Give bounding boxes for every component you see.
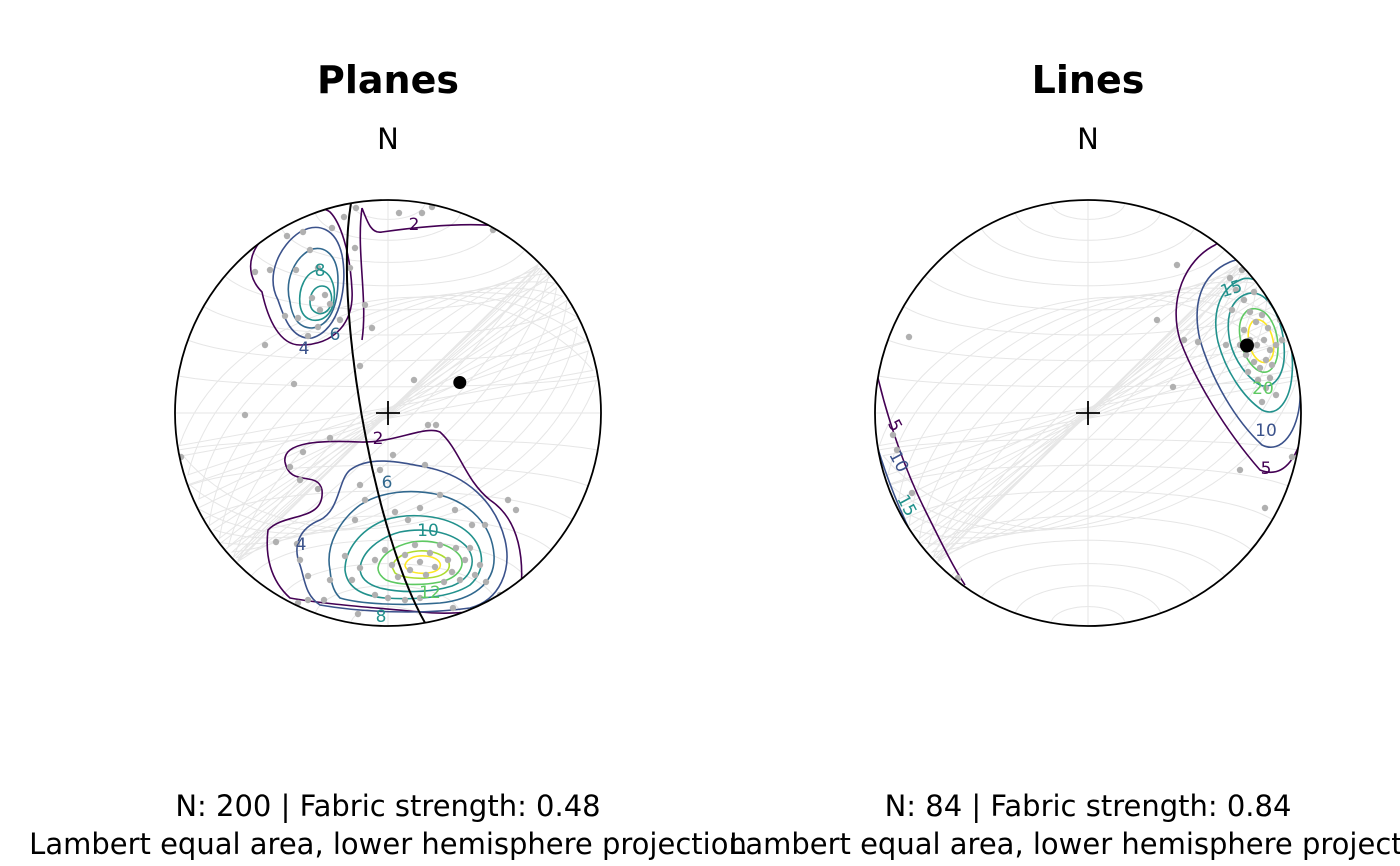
lines-north-label: N — [1077, 122, 1099, 156]
planes-contour-label: 6 — [330, 325, 341, 345]
planes-contour-line — [359, 207, 501, 341]
planes-contour-line — [377, 540, 463, 586]
planes-contour-label: 2 — [409, 215, 420, 235]
lines-contour-line — [877, 377, 966, 586]
lines-contour-labels: 5 5 10 10 15 15 20 — [883, 276, 1277, 520]
lines-net-frame — [874, 199, 1302, 627]
lines-contour-line — [1227, 292, 1286, 387]
lines-caption: N: 84 | Fabric strength: 0.84 — [885, 789, 1292, 823]
planes-contour-label: 2 — [373, 429, 384, 449]
planes-title: Planes — [317, 58, 459, 102]
lines-projection-label: Lambert equal area, lower hemisphere pro… — [729, 827, 1400, 861]
planes-contour-line — [359, 529, 473, 593]
lines-panel: Lines N — [729, 58, 1400, 861]
lines-contour-label: 10 — [1255, 421, 1277, 441]
planes-projection-label: Lambert equal area, lower hemisphere pro… — [29, 827, 747, 861]
lines-contour-label: 20 — [1252, 379, 1274, 399]
planes-contour-label: 6 — [382, 473, 393, 493]
planes-center-mark — [376, 401, 400, 425]
lines-mean-line — [1240, 338, 1254, 353]
planes-mean-great-circle — [345, 203, 426, 624]
planes-caption: N: 200 | Fabric strength: 0.48 — [175, 789, 600, 823]
planes-contour-line — [296, 460, 508, 613]
planes-contour-label: 12 — [419, 583, 441, 603]
lines-net-grid — [875, 200, 1301, 626]
planes-contour-label: 8 — [315, 261, 326, 281]
planes-contour-label: 10 — [417, 521, 439, 541]
planes-contour-line — [298, 269, 336, 322]
lines-center-mark — [1076, 401, 1100, 425]
planes-mean-pole — [453, 376, 467, 389]
planes-contour-label: 8 — [376, 607, 387, 627]
planes-contour-line — [287, 247, 339, 329]
planes-panel: Planes N — [29, 58, 747, 861]
planes-net-frame — [174, 199, 602, 627]
planes-contour-label: 4 — [296, 535, 307, 555]
planes-contour-labels: 2 2 4 4 6 6 8 8 10 12 — [296, 215, 441, 627]
lines-contour-label: 5 — [1261, 459, 1272, 479]
planes-contour-line — [328, 490, 495, 606]
lines-title: Lines — [1032, 58, 1145, 102]
planes-contour-label: 4 — [299, 339, 310, 359]
planes-north-label: N — [377, 122, 399, 156]
planes-contour-line — [272, 226, 345, 339]
